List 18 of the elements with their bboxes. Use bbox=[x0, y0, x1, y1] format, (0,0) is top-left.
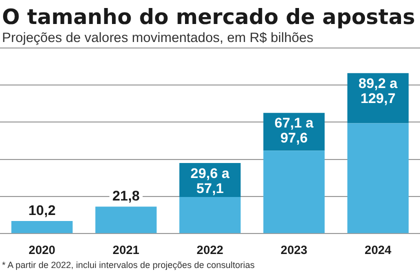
annotation: 67,1 a 97,6 bbox=[274, 114, 314, 146]
bar bbox=[179, 196, 241, 234]
annotation: 29,6 a 57,1 bbox=[190, 164, 230, 196]
x-tick-label: 2023 bbox=[280, 243, 308, 258]
bar bbox=[11, 220, 73, 234]
bar bbox=[95, 206, 157, 234]
bar bbox=[263, 150, 325, 234]
chart-title: O tamanho do mercado de apostas bbox=[2, 5, 416, 29]
x-tick-label: 2022 bbox=[196, 243, 224, 258]
bar bbox=[347, 123, 409, 234]
text: * A partir de 2022, inclui intervalos de projeções de consultorias bbox=[2, 260, 256, 271]
annotation: 89,2 a 129,7 bbox=[358, 74, 398, 106]
x-tick-label: 2020 bbox=[28, 243, 56, 258]
x-tick-label: 2021 bbox=[112, 243, 140, 258]
data-label: 21,8 bbox=[112, 187, 140, 204]
chart-subtitle: Projeções de valores movimentados, em R$ bilhões bbox=[2, 30, 314, 46]
x-tick-label: 2024 bbox=[364, 243, 392, 258]
data-label: 10,2 bbox=[28, 202, 56, 218]
